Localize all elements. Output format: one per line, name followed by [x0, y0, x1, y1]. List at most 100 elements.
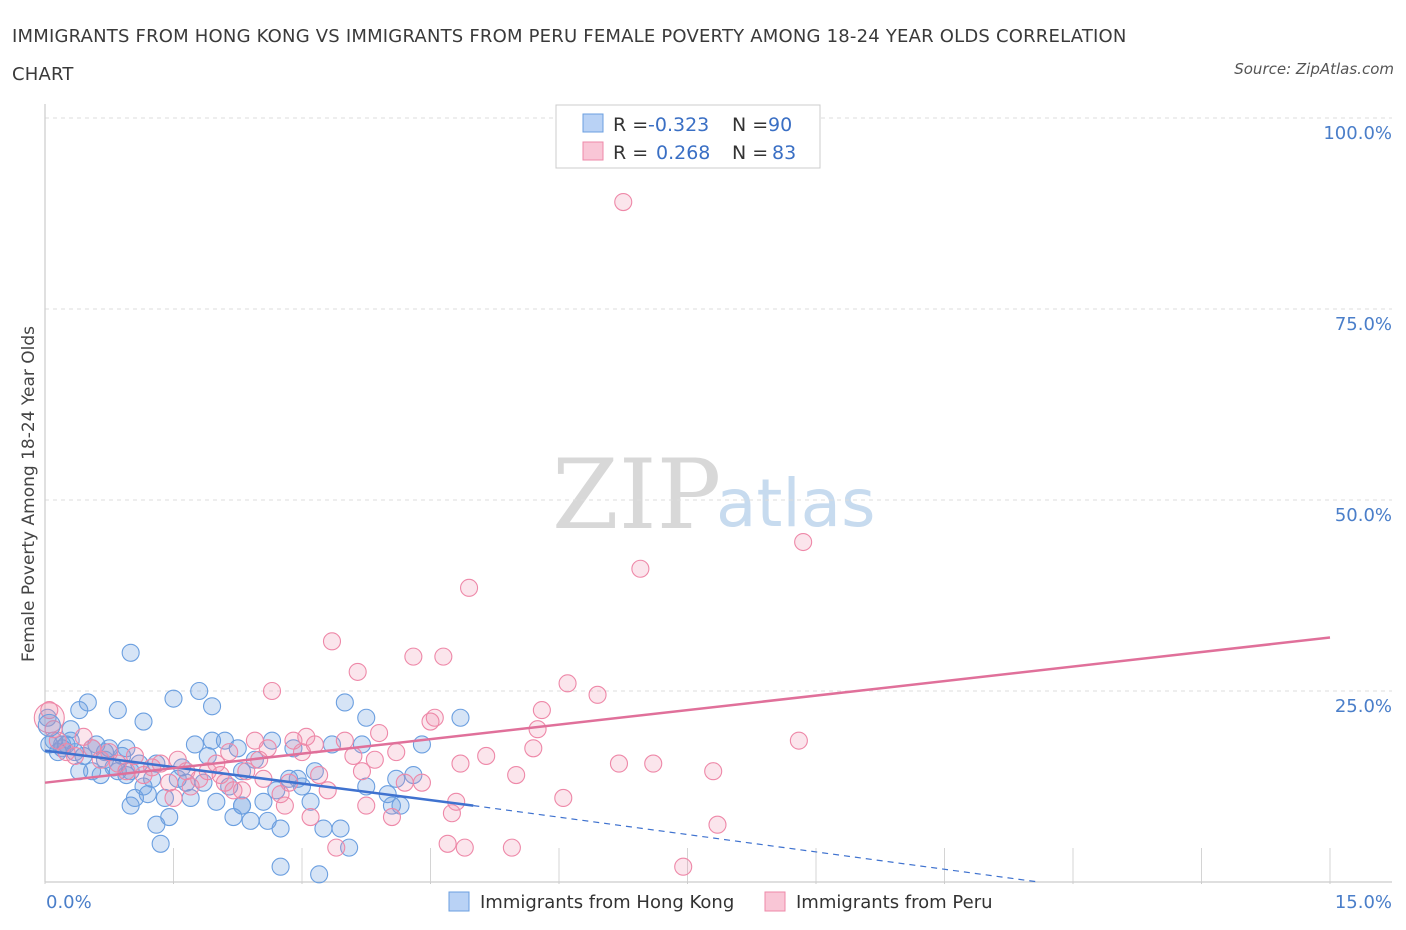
point-peru	[322, 632, 342, 651]
y-tick-label: 100.0%	[1323, 123, 1392, 144]
point-hong-kong	[335, 693, 354, 712]
stats-legend-box: R = -0.323 N = 90 R = 0.268 N = 83	[555, 104, 821, 169]
point-peru	[357, 796, 376, 815]
point-hong-kong	[78, 693, 97, 712]
point-peru	[442, 804, 461, 823]
point-peru	[262, 681, 282, 701]
point-peru	[382, 808, 402, 827]
point-peru	[344, 746, 363, 765]
point-peru	[554, 788, 573, 808]
stats-r-label-peru: R =	[613, 142, 648, 164]
point-peru	[125, 746, 144, 765]
point-peru	[365, 750, 384, 769]
point-peru	[335, 731, 354, 750]
legend-label-hong-kong: Immigrants from Hong Kong	[480, 892, 734, 913]
y-tick-label: 50.0%	[1335, 505, 1392, 526]
chart-source: Source: ZipAtlas.com	[1234, 60, 1394, 78]
point-hong-kong	[138, 785, 157, 804]
point-hong-kong	[451, 708, 470, 727]
point-peru	[708, 815, 727, 834]
point-peru	[588, 685, 607, 704]
point-peru	[327, 838, 346, 857]
point-hong-kong	[357, 708, 376, 727]
stats-n-label-peru: N =	[732, 142, 768, 164]
point-hong-kong	[38, 708, 57, 727]
stats-n-value-peru: 83	[772, 142, 796, 164]
point-hong-kong	[254, 792, 273, 811]
stats-n-value-hong-kong: 90	[768, 114, 792, 136]
chart-title: IMMIGRANTS FROM HONG KONG VS IMMIGRANTS …	[12, 26, 1127, 85]
point-peru	[301, 808, 320, 827]
point-hong-kong-cluster	[37, 713, 61, 737]
stats-swatch-hong-kong	[582, 113, 604, 133]
point-peru	[370, 723, 389, 743]
trend-lines	[44, 636, 1331, 883]
point-hong-kong	[164, 689, 183, 708]
watermark-atlas: atlas	[716, 465, 876, 542]
point-hong-kong	[185, 735, 204, 754]
point-peru-cluster	[33, 702, 65, 734]
point-peru	[507, 765, 526, 785]
point-hong-kong	[121, 643, 140, 662]
series-legend: Immigrants from Hong Kong Immigrants fro…	[448, 891, 993, 913]
point-peru	[502, 838, 521, 857]
point-hong-kong	[301, 792, 320, 811]
point-peru	[674, 857, 693, 876]
point-peru	[455, 838, 474, 857]
x-tick-label-max: 15.0%	[1335, 892, 1392, 913]
point-peru	[532, 701, 551, 720]
point-hong-kong	[241, 811, 260, 830]
point-peru	[275, 796, 294, 815]
trend-line-hong-kong-extension	[473, 805, 1039, 883]
point-peru	[558, 674, 577, 693]
point-hong-kong	[203, 697, 222, 716]
point-peru	[258, 739, 277, 758]
data-points	[33, 192, 813, 884]
point-hong-kong	[271, 819, 290, 838]
point-peru	[412, 773, 431, 792]
stats-n-label-hong-kong: N =	[732, 114, 768, 136]
legend-swatch-peru	[764, 891, 786, 912]
point-hong-kong	[310, 865, 329, 884]
point-peru	[451, 754, 470, 773]
point-peru	[164, 788, 183, 808]
point-peru	[318, 781, 337, 800]
legend-label-peru: Immigrants from Peru	[796, 892, 993, 913]
point-peru	[704, 762, 723, 781]
point-peru	[348, 662, 367, 681]
point-peru	[387, 743, 406, 762]
point-hong-kong	[207, 792, 226, 811]
y-tick-label: 75.0%	[1335, 314, 1392, 335]
point-peru	[404, 647, 423, 666]
stats-r-value-hong-kong: -0.323	[648, 114, 709, 136]
point-peru	[614, 192, 633, 212]
point-peru	[40, 701, 59, 720]
point-peru	[232, 781, 252, 800]
point-hong-kong	[134, 712, 153, 731]
trend-line-peru	[44, 636, 1331, 784]
point-peru	[644, 754, 663, 773]
legend-swatch-hong-kong	[448, 891, 470, 912]
trend-line-hong-kong	[44, 749, 474, 807]
point-peru	[789, 731, 808, 750]
point-peru	[477, 746, 496, 765]
point-hong-kong	[108, 701, 127, 720]
point-peru	[528, 720, 547, 739]
watermark-zip: ZIP	[552, 439, 721, 551]
point-peru	[44, 720, 63, 739]
point-hong-kong	[203, 731, 222, 750]
point-peru	[609, 754, 629, 773]
point-peru	[352, 762, 372, 781]
stats-swatch-peru	[582, 141, 604, 161]
point-peru	[631, 559, 650, 578]
point-peru	[434, 647, 453, 666]
point-peru	[794, 532, 813, 552]
point-hong-kong	[228, 739, 247, 758]
point-peru	[117, 762, 136, 781]
series-peru-points	[40, 192, 813, 876]
y-tick-label: 25.0%	[1335, 696, 1392, 717]
point-peru	[160, 773, 179, 792]
point-peru	[459, 578, 479, 597]
point-hong-kong	[190, 681, 209, 701]
